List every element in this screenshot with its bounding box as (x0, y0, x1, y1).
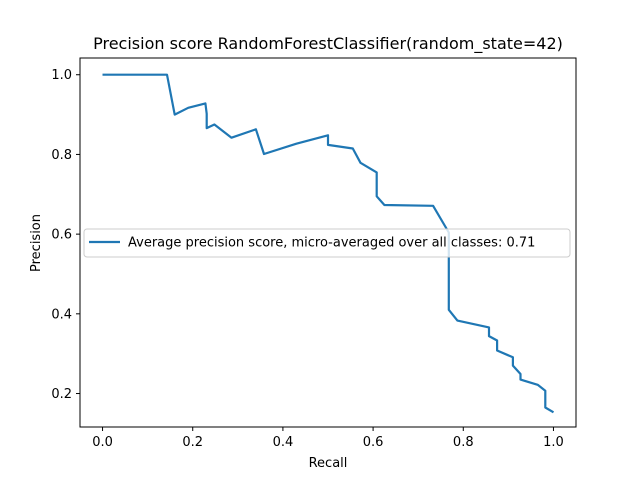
y-tick-label: 0.2 (51, 387, 72, 402)
legend-entry-label: Average precision score, micro-averaged … (128, 236, 535, 251)
x-axis-label: Recall (309, 456, 348, 471)
legend: Average precision score, micro-averaged … (83, 228, 571, 258)
y-axis-label: Precision (29, 214, 44, 272)
x-axis-ticks: 0.0 0.2 0.4 0.6 0.8 1.0 (92, 427, 564, 450)
series-layer (102, 73, 555, 414)
axes-frame (79, 57, 577, 428)
plot-area: 0.0 0.2 0.4 0.6 0.8 1.0 0.2 0.4 0.6 0.8 1.0 (51, 57, 577, 450)
legend-box (83, 228, 571, 258)
chart-title: Precision score RandomForestClassifier(r… (93, 34, 563, 54)
y-tick-label: 0.4 (51, 307, 72, 322)
x-tick-label: 0.0 (92, 435, 113, 450)
y-tick-label: 0.6 (51, 228, 72, 243)
x-tick-label: 1.0 (543, 435, 564, 450)
x-tick-label: 0.6 (363, 435, 384, 450)
y-tick-label: 0.8 (51, 148, 72, 163)
y-axis-ticks: 0.2 0.4 0.6 0.8 1.0 (51, 68, 80, 402)
x-tick-label: 0.8 (453, 435, 474, 450)
y-tick-label: 1.0 (51, 68, 72, 83)
precision-recall-curve (102, 73, 555, 414)
x-tick-label: 0.4 (273, 435, 294, 450)
x-tick-label: 0.2 (182, 435, 203, 450)
